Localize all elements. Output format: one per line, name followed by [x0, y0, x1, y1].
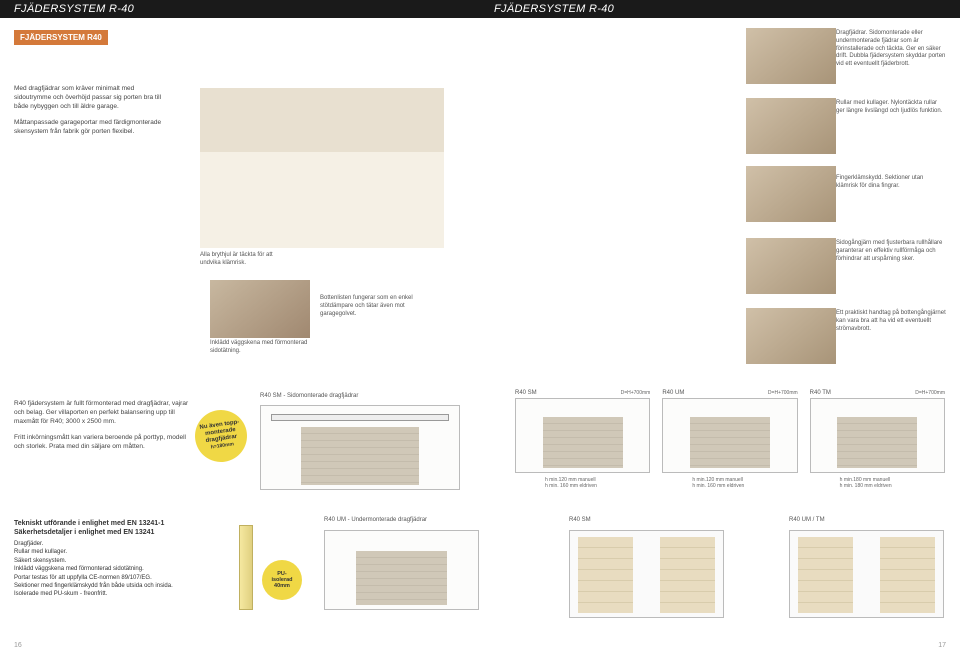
diag-row-title: R40 SM - Sidomonterade dragfjädrar	[260, 393, 410, 401]
header-left: FJÄDERSYSTEM R-40	[0, 0, 480, 18]
tech-t1: Tekniskt utförande i enlighet med EN 132…	[14, 520, 219, 527]
caption-finger: Fingerklämskydd. Sektioner utan klämrisk…	[836, 175, 946, 191]
section-um	[789, 530, 944, 618]
sect-um-title: R40 UM / TM	[789, 517, 825, 525]
photo-rullar	[746, 98, 836, 154]
section-sm	[569, 530, 724, 618]
caption-drag: Dragfjädrar. Sidomonterade eller undermo…	[836, 30, 946, 69]
page-num-left: 16	[14, 642, 22, 649]
photo-handtag	[746, 308, 836, 364]
photo-drag	[746, 28, 836, 84]
diagram-um: R40 UM D=H+700mm h min.120 mm manuell h …	[662, 390, 797, 473]
caption-rullar: Rullar med kullager. Nylontäckta rullar …	[836, 100, 946, 116]
tech-t2: Säkerhetsdetaljer i enlighet med EN 1324…	[14, 529, 219, 536]
photo-sido	[746, 238, 836, 294]
main-photo	[200, 88, 444, 248]
diagram-under	[324, 530, 479, 610]
photo-finger	[746, 166, 836, 222]
topp-badge: Nu även topp-monteradedragfjädrarh=180mm	[192, 407, 251, 466]
panel-cross-section	[239, 525, 253, 610]
page-num-right: 17	[938, 642, 946, 649]
header-right: FJÄDERSYSTEM R-40	[480, 0, 960, 18]
pu-badge: PU- isolerad 40mm	[262, 560, 302, 600]
lower-p2: Fritt inkörningsmått kan variera beroend…	[14, 434, 189, 452]
lower-p1: R40 fjädersystem är fullt förmonterad me…	[14, 400, 189, 426]
title-badge: FJÄDERSYSTEM R40	[14, 30, 108, 45]
under-title: R40 UM - Undermonterade dragfjädrar	[324, 517, 427, 525]
intro-p2: Måttanpassade garageportar med färdigmon…	[14, 119, 164, 137]
caption-sido: Sidogångjärn med fjusterbara rullhållare…	[836, 240, 946, 263]
caption-handtag: Ett praktiskt handtag på bottengångjärne…	[836, 310, 946, 333]
intro-p1: Med dragfjädrar som kräver minimalt med …	[14, 85, 164, 111]
diagram-tm: R40 TM D=H+700mm h min.180 mm manuell h …	[810, 390, 945, 473]
tech-section: Tekniskt utförande i enlighet med EN 132…	[14, 520, 944, 599]
tech-items: Dragfjäder. Rullar med kullager. Säkert …	[14, 540, 219, 599]
caption-botten: Bottenlisten fungerar som en enkel stötd…	[320, 295, 420, 318]
caption-vagg: Inklädd väggskena med förmonterad sidotä…	[210, 340, 310, 356]
caption-bryt: Alla brythjul är täckta för att undvika …	[200, 252, 290, 268]
diagram-sm-main	[260, 405, 460, 490]
photo-vagg	[210, 280, 310, 338]
sect-sm-title: R40 SM	[569, 517, 591, 525]
diagram-sm: R40 SM D=H+700mm h min.120 mm manuell h …	[515, 390, 650, 473]
